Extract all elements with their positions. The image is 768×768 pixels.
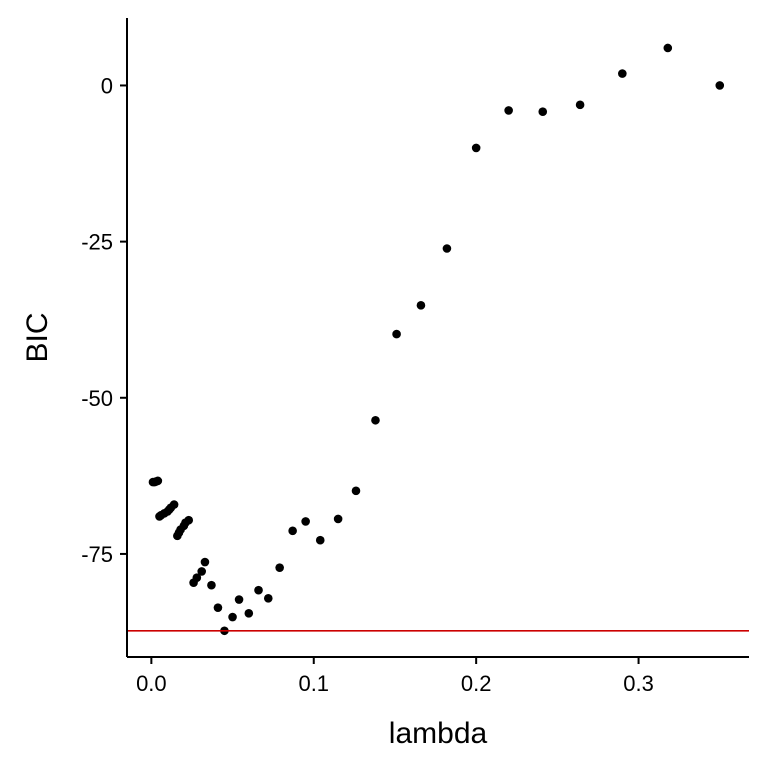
x-axis-title: lambda <box>389 717 488 750</box>
data-point <box>263 593 273 603</box>
data-point <box>207 580 216 590</box>
data-point <box>153 476 163 486</box>
data-point <box>301 517 310 526</box>
data-point <box>351 486 361 496</box>
data-point <box>228 612 237 622</box>
y-tick-label: -50 <box>81 386 113 411</box>
data-point <box>663 43 673 53</box>
data-point <box>504 106 513 115</box>
data-point <box>200 557 210 567</box>
y-axis-title: BIC <box>21 312 54 362</box>
x-tick-label: 0.0 <box>136 671 167 696</box>
data-point <box>169 500 179 509</box>
data-point <box>538 107 548 116</box>
y-tick-label: -25 <box>81 230 113 255</box>
data-point <box>197 567 207 576</box>
data-point <box>416 301 426 310</box>
data-point <box>471 143 481 153</box>
data-point <box>254 585 263 595</box>
x-tick-label: 0.3 <box>623 671 654 696</box>
y-tick-label: 0 <box>101 73 113 98</box>
data-point <box>333 514 343 524</box>
data-point <box>371 415 380 425</box>
scatter-points <box>148 43 725 636</box>
x-tick-label: 0.1 <box>298 671 329 696</box>
data-point <box>715 81 725 90</box>
data-point <box>234 595 244 604</box>
data-point <box>618 69 627 78</box>
data-point <box>184 515 194 525</box>
y-tick-label: -75 <box>81 542 113 567</box>
data-point <box>575 100 585 110</box>
data-point <box>244 608 254 618</box>
data-point <box>392 329 401 339</box>
x-axis-ticks: 0.0 0.1 0.2 0.3 <box>136 657 654 696</box>
data-point <box>315 535 325 545</box>
data-point <box>192 573 202 582</box>
data-point <box>442 244 452 253</box>
y-axis-ticks: 0 -25 -50 -75 <box>81 73 127 567</box>
data-point <box>213 603 223 612</box>
data-point <box>275 563 284 572</box>
data-point <box>288 526 297 536</box>
x-tick-label: 0.2 <box>461 671 492 696</box>
